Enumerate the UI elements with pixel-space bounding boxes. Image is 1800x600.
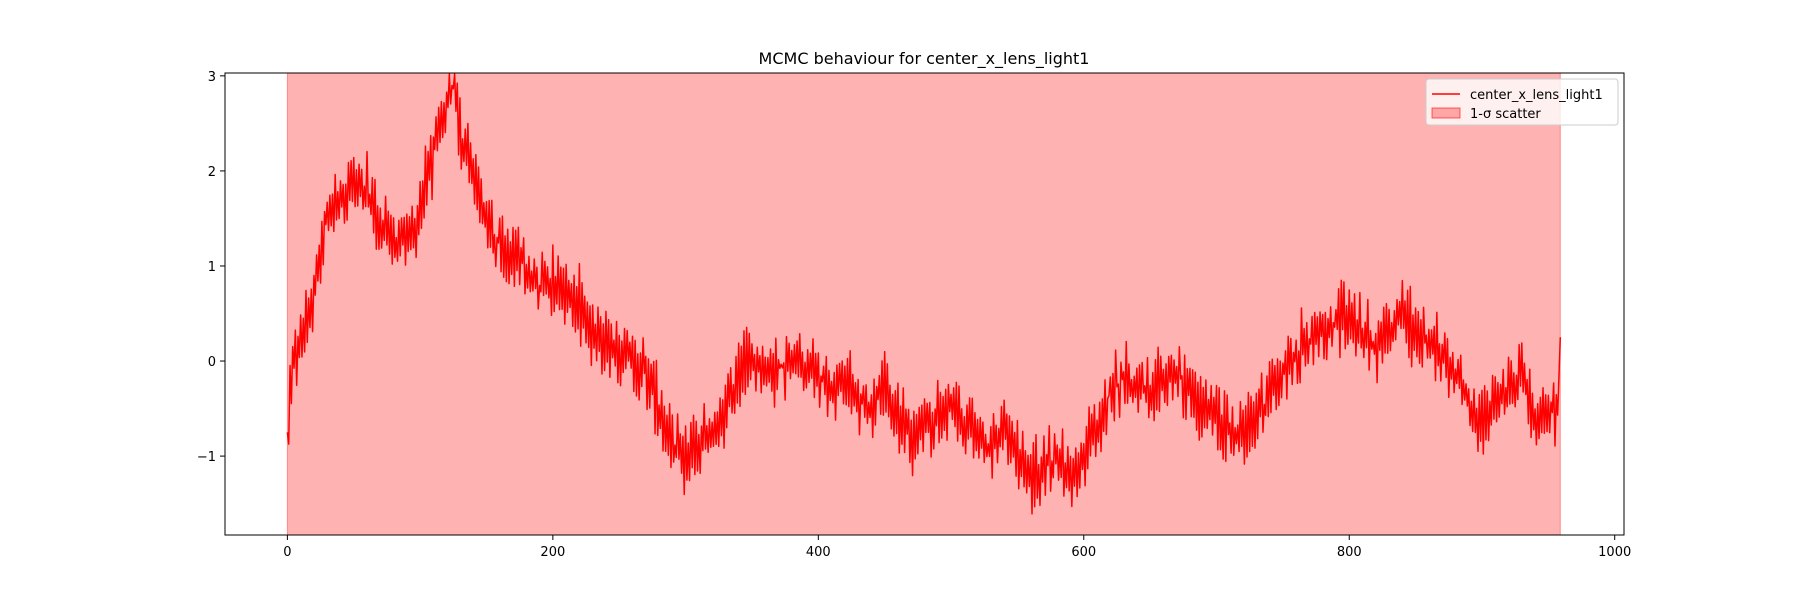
y-tick-label: 3 — [208, 70, 216, 85]
trace-line-center-x-lens-light1 — [286, 73, 1562, 515]
x-tick-label: 1000 — [1598, 545, 1631, 560]
y-tick-label: 2 — [208, 165, 216, 180]
x-tick-label: 400 — [806, 545, 831, 560]
sigma-scatter-band — [286, 72, 1561, 536]
y-tick-label: 0 — [208, 355, 216, 370]
x-tick-label: 0 — [283, 545, 291, 560]
legend-label-band: 1-σ scatter — [1470, 107, 1541, 122]
plot-area: 0 200 400 600 800 1000 −1 0 1 2 3 center_x_lens_lig… — [197, 70, 1631, 560]
x-tick-label: 600 — [1071, 545, 1096, 560]
y-tick-label: 1 — [208, 260, 216, 275]
chart-title: MCMC behaviour for center_x_lens_light1 — [759, 49, 1090, 69]
axes-frame — [224, 72, 1625, 536]
legend-band-swatch — [1431, 107, 1461, 119]
legend-box — [1425, 78, 1619, 126]
x-tick-label: 800 — [1337, 545, 1362, 560]
legend-label-trace: center_x_lens_light1 — [1470, 88, 1603, 103]
y-tick-label: −1 — [197, 450, 216, 465]
x-tick-label: 200 — [540, 545, 565, 560]
